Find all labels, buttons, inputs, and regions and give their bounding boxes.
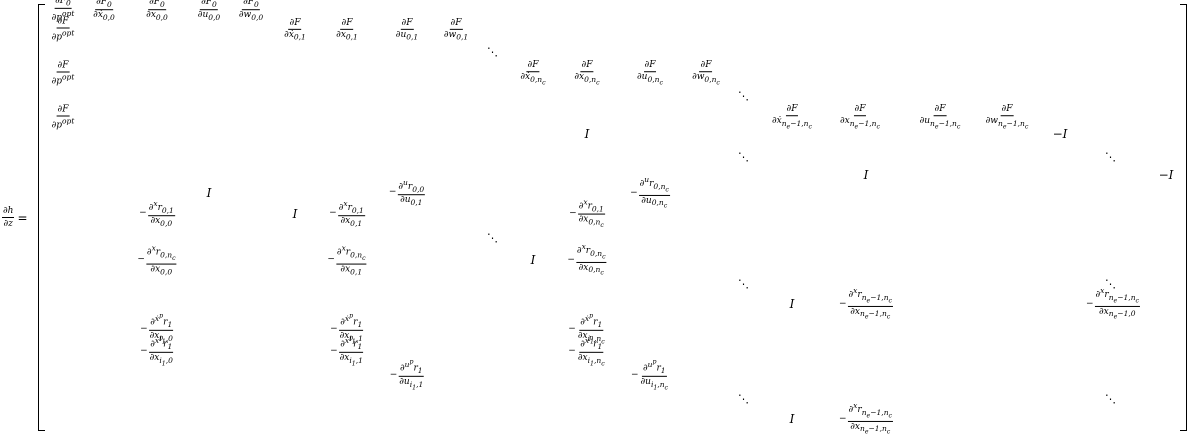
matrix-entry: ∂F ∂u0,nc [637, 60, 663, 87]
identity-block: I [530, 253, 536, 267]
matrix-entry: − ∂xrne−1,nc ∂xne−1,nc [838, 400, 894, 436]
left-bracket [38, 4, 45, 431]
matrix-entry: ∂F ∂popt [51, 60, 75, 87]
matrix-entry: ∂F0 ∂x0,0 [146, 0, 168, 23]
matrix-entry: − ∂ur0,nc ∂u0,nc [630, 174, 670, 210]
matrix-entry: − ∂xr0,nc ∂x0,0 [137, 243, 177, 276]
ellipsis: ⋱ [1105, 150, 1116, 164]
matrix-entry: − ∂ẋpr1 ∂xi1,nc [568, 311, 605, 345]
matrix-entry: − ∂ur0,0 ∂u0,1 [388, 178, 426, 208]
matrix-entry: − ∂xpr1 ∂xi1,nc [568, 333, 605, 367]
ellipsis: ⋱ [738, 150, 749, 164]
matrix-entry: ∂F ∂x0,1 [336, 17, 358, 42]
matrix-entry: ∂F ∂une−1,nc [919, 104, 961, 131]
matrix-entry: ∂F ∂x0,nc [574, 60, 600, 87]
matrix-entry: − ∂xr0,nc ∂x0,1 [327, 243, 367, 276]
matrix-entry: ∂F ∂popt [51, 16, 75, 43]
matrix-entry: ∂F ∂w0,1 [443, 17, 469, 42]
matrix-entry: − ∂xr0,1 ∂x0,1 [329, 199, 365, 229]
identity-block: I [292, 207, 298, 221]
matrix-entry: − ∂upr1 ∂ui1,nc [630, 357, 669, 391]
matrix-entry: ∂F ∂ẋne−1,nc [771, 104, 813, 131]
matrix-entry: − ∂xr0,nc ∂x0,nc [567, 241, 607, 277]
ellipsis: ⋱ [487, 231, 498, 245]
ellipsis: ⋱ [1105, 392, 1116, 406]
matrix-entry: − ∂xrne−1,nc ∂xne−1,nc [838, 285, 894, 321]
matrix-entry: ∂F ∂w0,nc [692, 60, 720, 87]
matrix-entry: − ∂xr0,1 ∂x0,0 [139, 199, 175, 229]
ellipsis: ⋱ [738, 277, 749, 291]
matrix-entry: − ∂ẋpr1 ∂xi1,1 [330, 311, 364, 345]
matrix-entry: ∂F0 ∂popt [51, 0, 76, 23]
matrix-entry: ∂F ∂u0,1 [395, 17, 419, 42]
matrix-entry: − ∂ẋpr1 ∂xi1,0 [140, 311, 174, 345]
ellipsis: ⋱ [487, 45, 498, 59]
identity-block: I [206, 186, 212, 200]
identity-block: I [863, 168, 869, 182]
matrix-entry: − ∂xpr1 ∂xi1,1 [330, 333, 364, 367]
matrix-entry: ∂F ∂ẋ0,1 [284, 17, 306, 42]
lhs-derivative: ∂h ∂z = [2, 206, 28, 229]
matrix-entry: − ∂xpr1 ∂xi1,0 [140, 333, 174, 367]
ellipsis: ⋱ [738, 392, 749, 406]
right-bracket [1180, 4, 1187, 431]
matrix-entry: ∂F ∂wne−1,nc [985, 104, 1029, 131]
matrix-entry: − ∂xr0,1 ∂x0,nc [569, 197, 605, 230]
matrix-entry: − ∂xrne−1,nc ∂xne−1,0 [1085, 285, 1141, 321]
matrix-entry: ∂F0 ∂ẋ0,0 [93, 0, 115, 23]
identity-block: I [789, 297, 795, 311]
matrix-entry: − ∂upr1 ∂ui1,1 [389, 357, 424, 391]
matrix-entry: ∂F ∂popt [51, 104, 75, 131]
matrix-entry: ∂F0 ∂w0,0 [238, 0, 264, 23]
matrix-entry: ∂F ∂ẋ0,nc [520, 60, 546, 87]
matrix-entry: ∂F ∂xne−1,nc [839, 104, 881, 131]
identity-block: I [789, 412, 795, 426]
ellipsis: ⋱ [1105, 277, 1116, 291]
neg-identity-block: −I [1158, 168, 1174, 182]
ellipsis: ⋱ [738, 89, 749, 103]
matrix-entry: ∂F0 ∂u0,0 [197, 0, 221, 23]
neg-identity-block: −I [1052, 127, 1068, 141]
identity-block: I [584, 127, 590, 141]
